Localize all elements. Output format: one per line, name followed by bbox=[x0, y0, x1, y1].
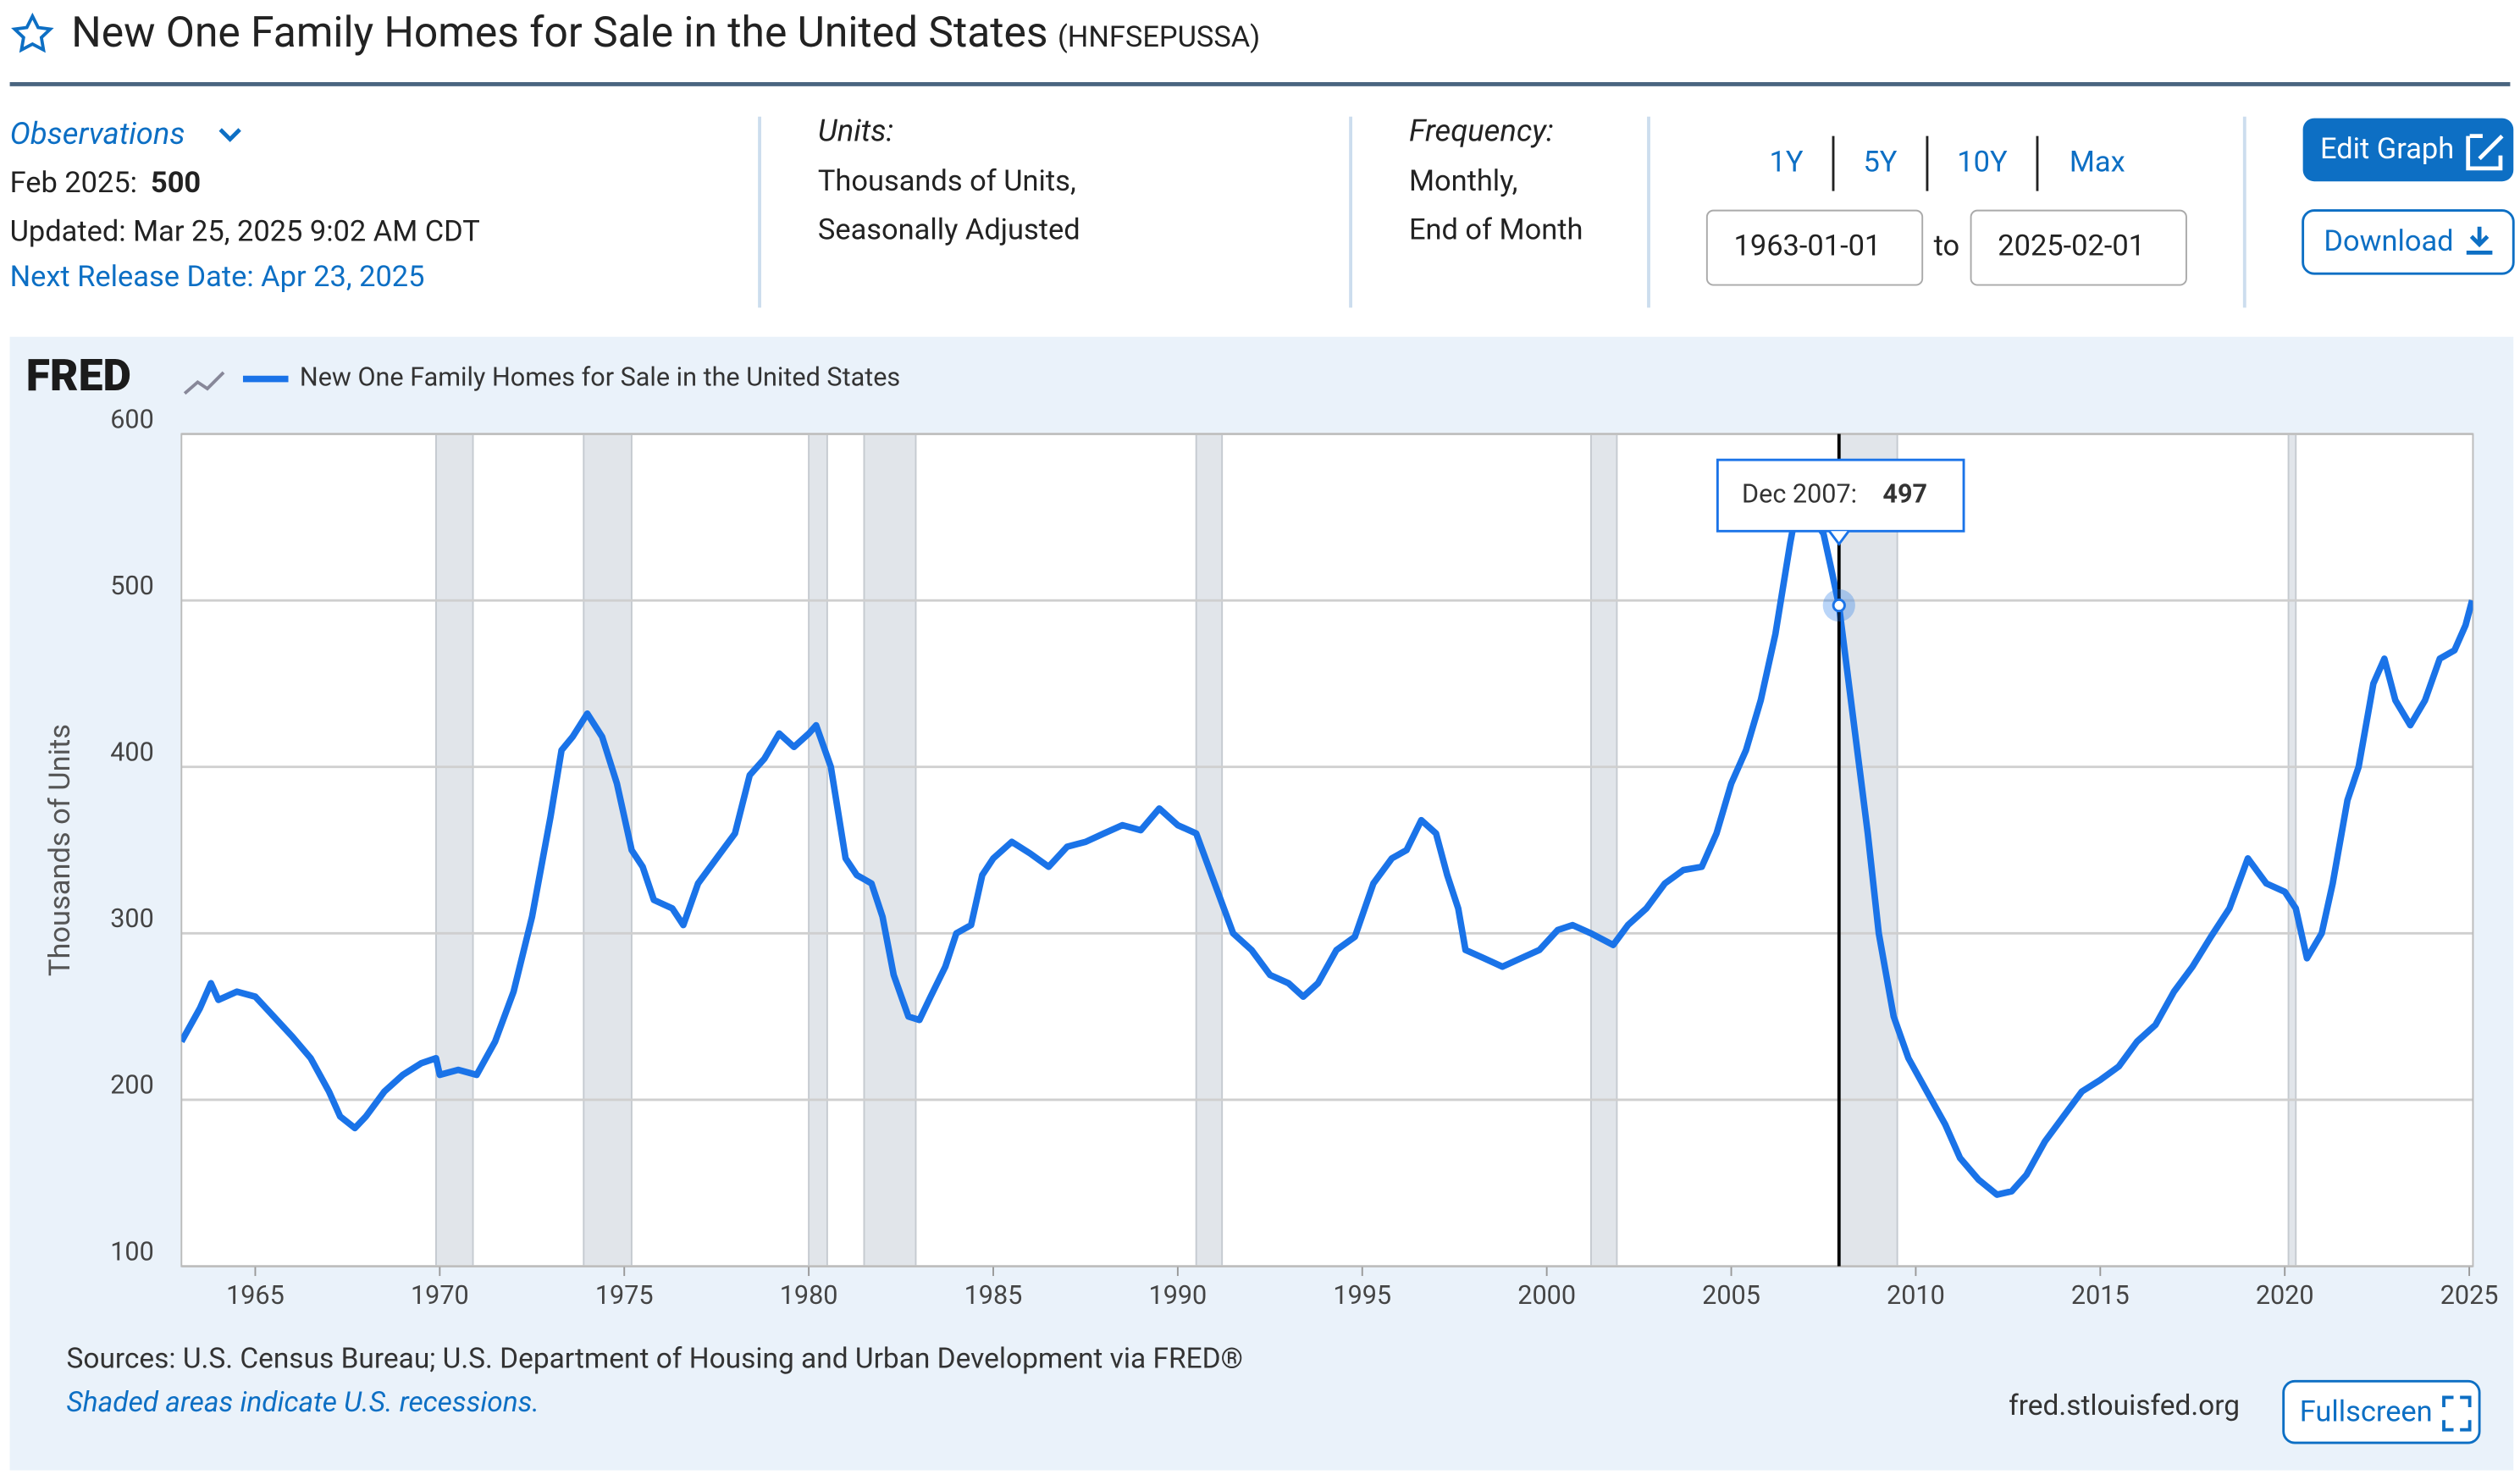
next-release[interactable]: Next Release Date: Apr 23, 2025 bbox=[10, 260, 425, 294]
data-line bbox=[181, 480, 2473, 1198]
start-date: 1963-01-01 bbox=[1734, 229, 1882, 263]
chevron[interactable] bbox=[218, 128, 241, 142]
series-code: (HNFSEPUSSA) bbox=[1058, 20, 1260, 54]
sources: Sources: U.S. Census Bureau; U.S. Depart… bbox=[67, 1342, 1243, 1375]
edit-graph-label: Edit Graph bbox=[2320, 132, 2454, 166]
recession-band bbox=[808, 433, 828, 1267]
edit-icon bbox=[2466, 134, 2504, 171]
latest-value: 500 bbox=[151, 166, 201, 200]
x-tick-label: 2015 bbox=[2071, 1281, 2130, 1311]
legend-label: New One Family Homes for Sale in the Uni… bbox=[300, 363, 900, 393]
favorite-star[interactable] bbox=[11, 12, 54, 53]
fullscreen-button[interactable] bbox=[2282, 1379, 2481, 1444]
units: Seasonally Adjusted bbox=[818, 213, 1080, 247]
x-tick-label: 1975 bbox=[595, 1281, 654, 1311]
frequency: End of Month bbox=[1409, 213, 1583, 247]
range-link[interactable]: Max bbox=[2070, 145, 2125, 179]
y-tick-label: 500 bbox=[110, 572, 154, 601]
frequency: Monthly, bbox=[1409, 164, 1518, 198]
y-axis-label: Thousands of Units bbox=[43, 724, 77, 976]
plot-border bbox=[180, 433, 2474, 1267]
fullscreen-label: Fullscreen bbox=[2300, 1395, 2433, 1429]
updated: Updated: Mar 25, 2025 9:02 AM CDT bbox=[10, 214, 480, 248]
hover-point bbox=[1832, 598, 1846, 613]
tooltip-label: Dec 2007: bbox=[1742, 479, 1857, 509]
y-tick-label: 200 bbox=[110, 1071, 154, 1101]
plot-area bbox=[181, 434, 2473, 1267]
recession-band bbox=[2287, 433, 2297, 1267]
x-tick-label: 1970 bbox=[411, 1281, 469, 1311]
x-tick-label: 2005 bbox=[1702, 1281, 1760, 1311]
tooltip-value: 497 bbox=[1882, 479, 1927, 509]
x-tick-label: 1995 bbox=[1333, 1281, 1391, 1311]
download-label: Download bbox=[2324, 224, 2453, 258]
y-tick-label: 600 bbox=[110, 405, 154, 434]
x-tick-label: 1965 bbox=[226, 1281, 285, 1311]
tooltip-pointer bbox=[1828, 530, 1850, 546]
y-tick-label: 300 bbox=[110, 904, 154, 934]
frequency-label: Frequency: bbox=[1409, 112, 1554, 148]
tooltip-box bbox=[1716, 458, 1965, 533]
title: New One Family Homes for Sale in the Uni… bbox=[71, 8, 1047, 58]
start-date-input[interactable] bbox=[1705, 209, 1924, 286]
fullscreen-icon bbox=[2442, 1395, 2472, 1432]
units: Thousands of Units, bbox=[818, 164, 1076, 198]
y-tick-label: 400 bbox=[110, 738, 154, 768]
site: fred.stlouisfed.org bbox=[2009, 1389, 2240, 1422]
download-button[interactable] bbox=[2302, 209, 2515, 275]
x-tick-label: 1990 bbox=[1149, 1281, 1208, 1311]
x-tick-label: 2025 bbox=[2440, 1281, 2499, 1311]
latest-label: Feb 2025: bbox=[10, 166, 137, 200]
end-date-input[interactable] bbox=[1970, 209, 2187, 286]
x-tick-label: 2010 bbox=[1887, 1281, 1945, 1311]
range-link[interactable]: 5Y bbox=[1863, 145, 1897, 179]
x-tick-label: 2000 bbox=[1517, 1281, 1576, 1311]
recession-band bbox=[435, 433, 474, 1267]
x-tick-label: 1985 bbox=[964, 1281, 1023, 1311]
logo-icon bbox=[183, 371, 225, 395]
recession-band bbox=[863, 433, 917, 1267]
range-link[interactable]: 10Y bbox=[1957, 145, 2008, 179]
recession-band bbox=[1589, 433, 1618, 1267]
units-label: Units: bbox=[818, 112, 893, 148]
x-tick-label: 1980 bbox=[780, 1281, 838, 1311]
range-link[interactable]: 1Y bbox=[1770, 145, 1804, 179]
to-label: to bbox=[1934, 229, 1960, 263]
x-tick-label: 2020 bbox=[2256, 1281, 2314, 1311]
observations-link[interactable]: Observations bbox=[10, 115, 185, 152]
y-tick-label: 100 bbox=[110, 1237, 154, 1267]
recession-note: Shaded areas indicate U.S. recessions. bbox=[67, 1386, 539, 1419]
fred-logo: FRED bbox=[26, 350, 131, 401]
recession-band bbox=[583, 433, 633, 1267]
end-date: 2025-02-01 bbox=[1998, 229, 2145, 263]
download-icon bbox=[2466, 226, 2493, 255]
edit-graph-button[interactable] bbox=[2302, 118, 2514, 182]
